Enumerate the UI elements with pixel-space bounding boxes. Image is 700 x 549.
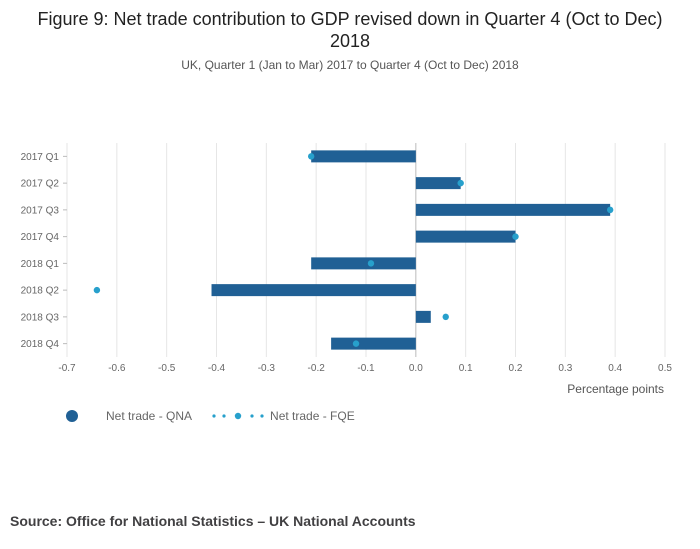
bar-qna[interactable] (415, 310, 431, 323)
source-note: Source: Office for National Statistics –… (10, 513, 416, 529)
point-fqe[interactable] (367, 260, 375, 267)
bar-qna[interactable] (415, 177, 461, 190)
legend-label-qna: Net trade - QNA (106, 409, 193, 423)
y-tick-label: 2018 Q4 (21, 339, 60, 350)
x-tick-label: 0.2 (509, 363, 523, 374)
x-tick-label: 0.5 (658, 363, 672, 374)
x-axis-title: Percentage points (567, 382, 664, 396)
bar-qna[interactable] (311, 257, 416, 270)
point-fqe[interactable] (442, 313, 449, 321)
y-tick-label: 2017 Q2 (21, 179, 60, 190)
point-fqe[interactable] (352, 340, 360, 347)
bar-qna[interactable] (211, 284, 416, 297)
point-fqe[interactable] (606, 206, 614, 214)
y-tick-label: 2017 Q1 (21, 152, 60, 163)
point-fqe[interactable] (93, 286, 101, 294)
chart-title: Figure 9: Net trade contribution to GDP … (37, 9, 663, 51)
point-fqe[interactable] (307, 153, 315, 160)
bar-qna[interactable] (415, 203, 611, 216)
point-fqe[interactable] (512, 233, 519, 240)
x-tick-label: 0.3 (558, 363, 572, 374)
x-tick-label: -0.3 (258, 363, 276, 374)
chart-subtitle: UK, Quarter 1 (Jan to Mar) 2017 to Quart… (181, 58, 519, 72)
x-tick-label: -0.1 (357, 363, 375, 374)
y-tick-label: 2017 Q4 (21, 232, 60, 243)
y-tick-label: 2018 Q3 (21, 312, 60, 323)
y-tick-label: 2017 Q3 (21, 205, 60, 216)
x-tick-label: -0.4 (208, 363, 226, 374)
legend-marker-fqe (212, 412, 264, 420)
y-tick-label: 2018 Q1 (21, 259, 60, 270)
legend-marker-qna (66, 410, 78, 422)
x-tick-label: -0.5 (158, 363, 176, 374)
bar-qna[interactable] (415, 230, 516, 243)
x-tick-label: 0.4 (608, 363, 622, 374)
point-fqe[interactable] (457, 179, 464, 187)
legend-item-qna[interactable]: Net trade - QNA (66, 409, 192, 423)
x-tick-label: -0.6 (108, 363, 126, 374)
bar-qna[interactable] (311, 150, 416, 163)
bar-qna[interactable] (331, 337, 416, 350)
legend-item-fqe[interactable]: Net trade - FQE (212, 409, 355, 423)
y-tick-label: 2018 Q2 (21, 286, 60, 297)
x-tick-label: 0.1 (459, 363, 473, 374)
x-tick-label: 0.0 (409, 363, 423, 374)
legend: Net trade - QNA Net trade - FQE (66, 407, 355, 425)
x-tick-label: -0.7 (58, 363, 76, 374)
x-tick-label: -0.2 (308, 363, 326, 374)
legend-label-fqe: Net trade - FQE (270, 409, 355, 423)
